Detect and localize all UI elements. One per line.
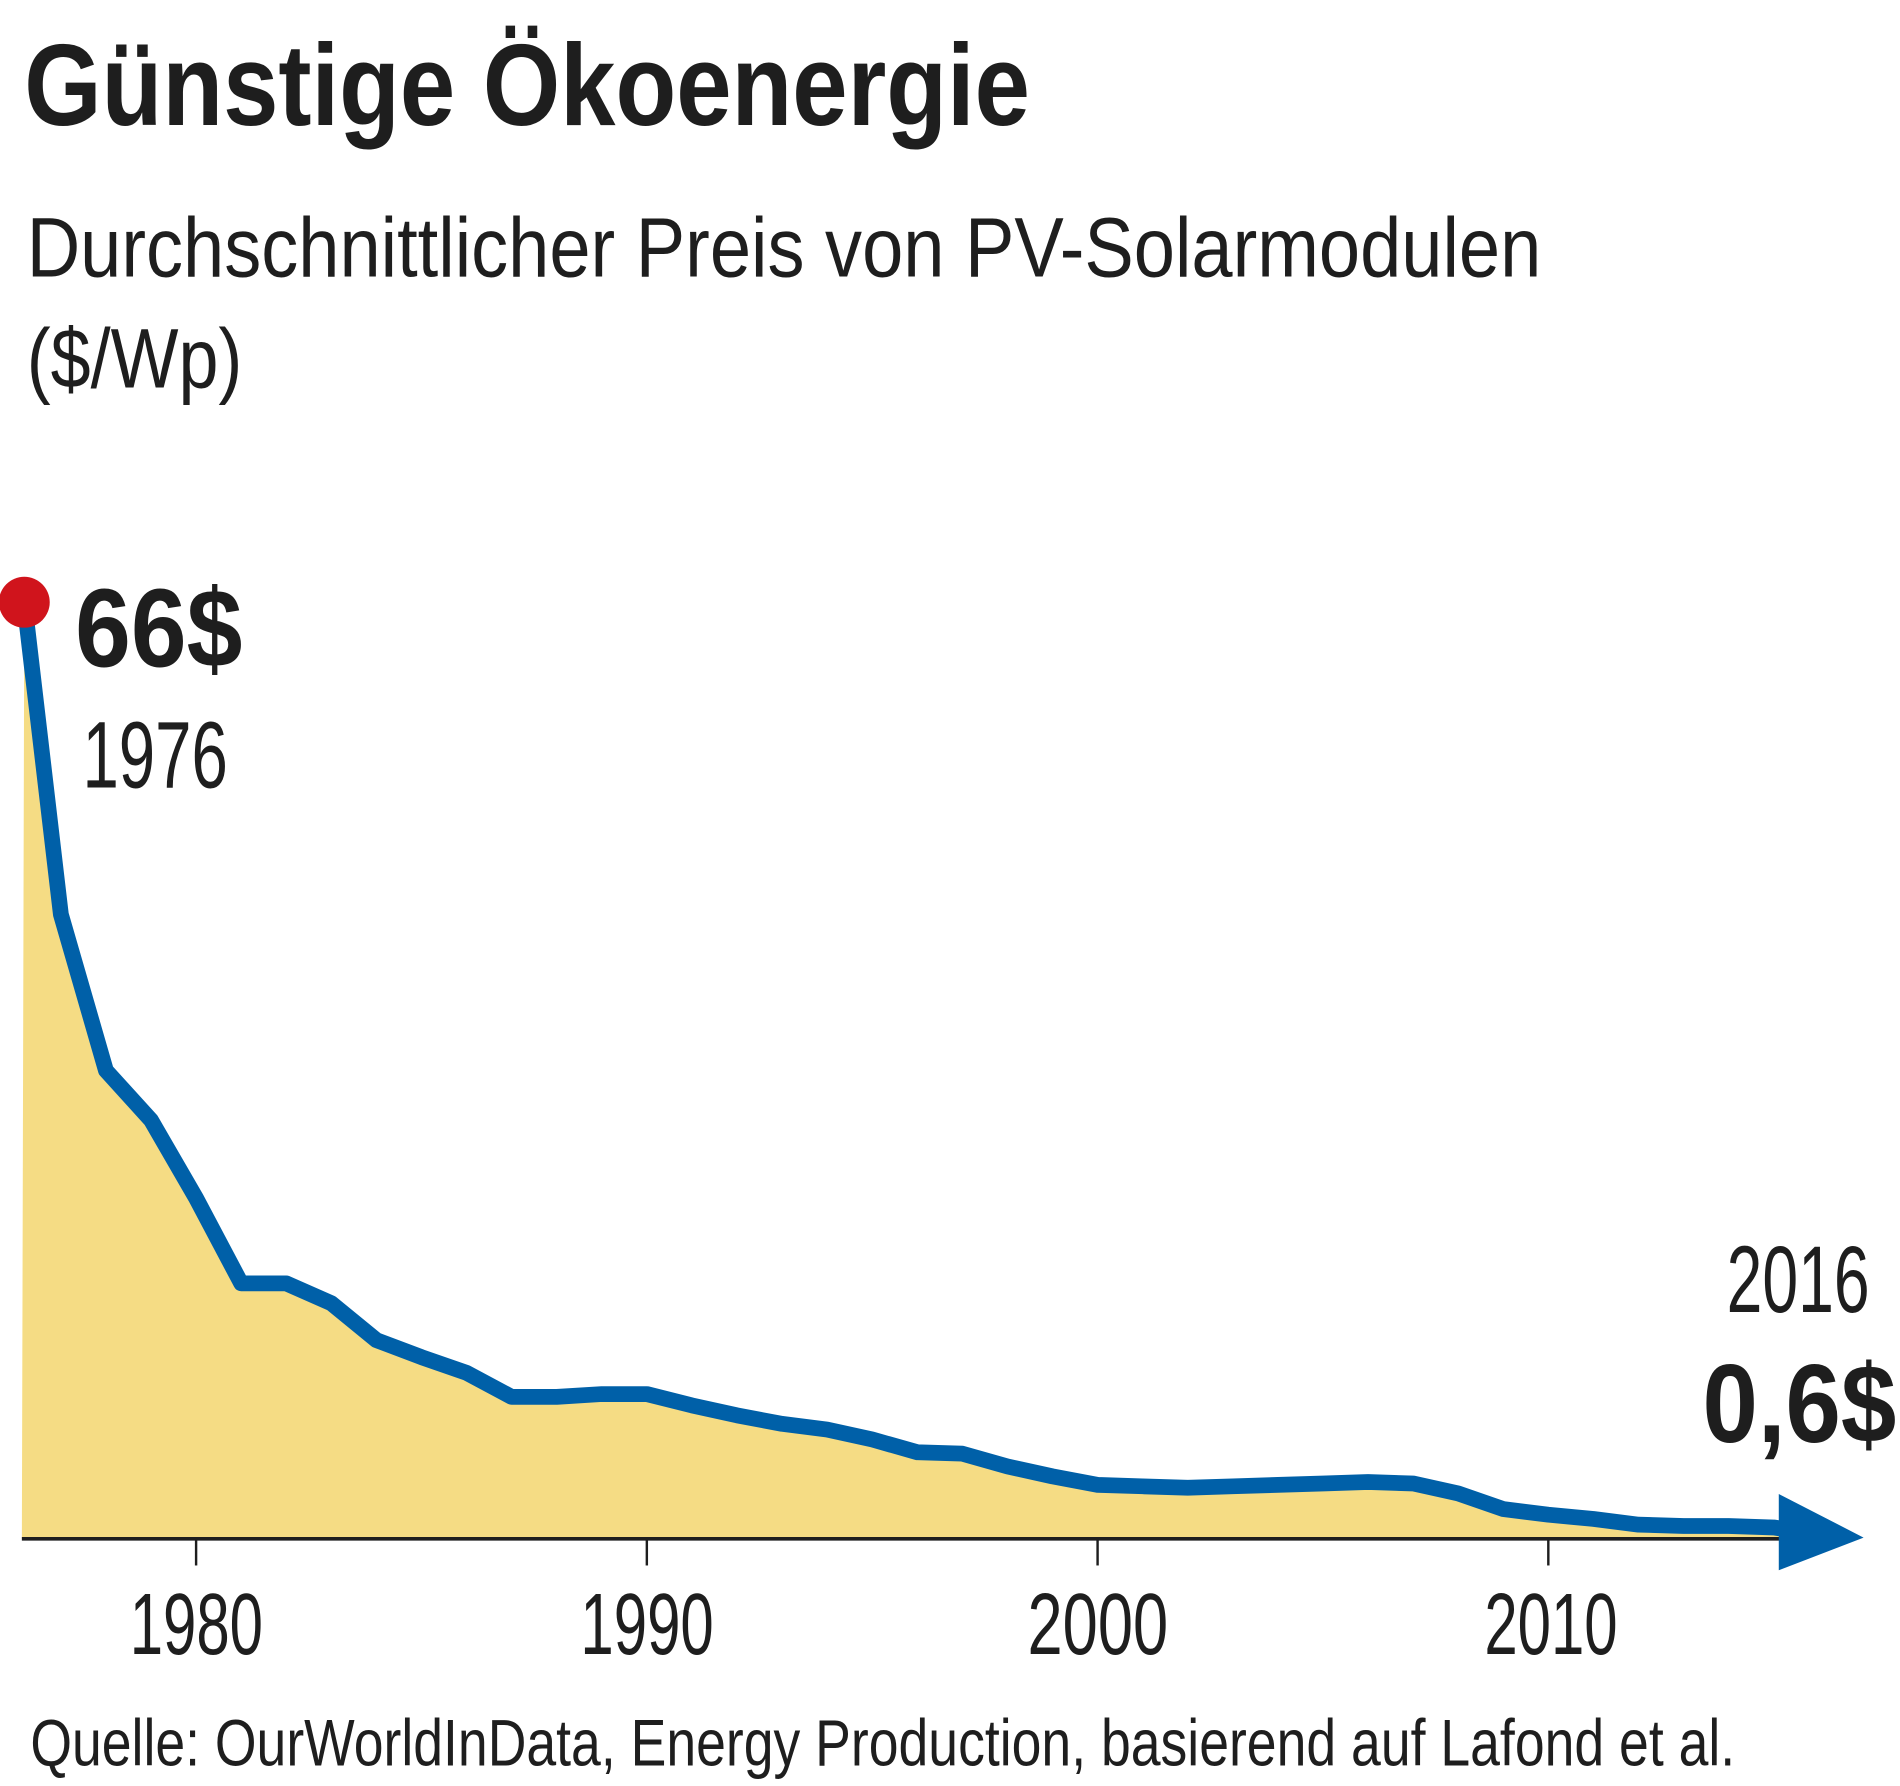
area-fill [21,602,1794,1539]
price-line [16,594,1802,1539]
x-tick-label-1980: 1980 [130,1576,263,1673]
end-year-label: 2016 [1727,1227,1870,1333]
end-value-label: 0,6$ [1702,1341,1896,1466]
chart-unit: ($/Wp) [27,311,243,406]
arrow-head-icon [1778,1493,1864,1571]
chart-subtitle: Durchschnittlicher Preis von PV-Solarmod… [27,199,1542,294]
source-note: Quelle: OurWorldInData, Energy Productio… [30,1706,1735,1779]
x-tick-label-2010: 2010 [1484,1576,1617,1673]
chart-title: Günstige Ökoenergie [24,20,1030,150]
start-value-label: 66$ [75,565,242,690]
start-point [0,576,50,628]
start-year-label: 1976 [82,703,227,809]
x-tick-label-1990: 1990 [580,1576,713,1673]
x-tick-label-2000: 2000 [1028,1576,1169,1673]
